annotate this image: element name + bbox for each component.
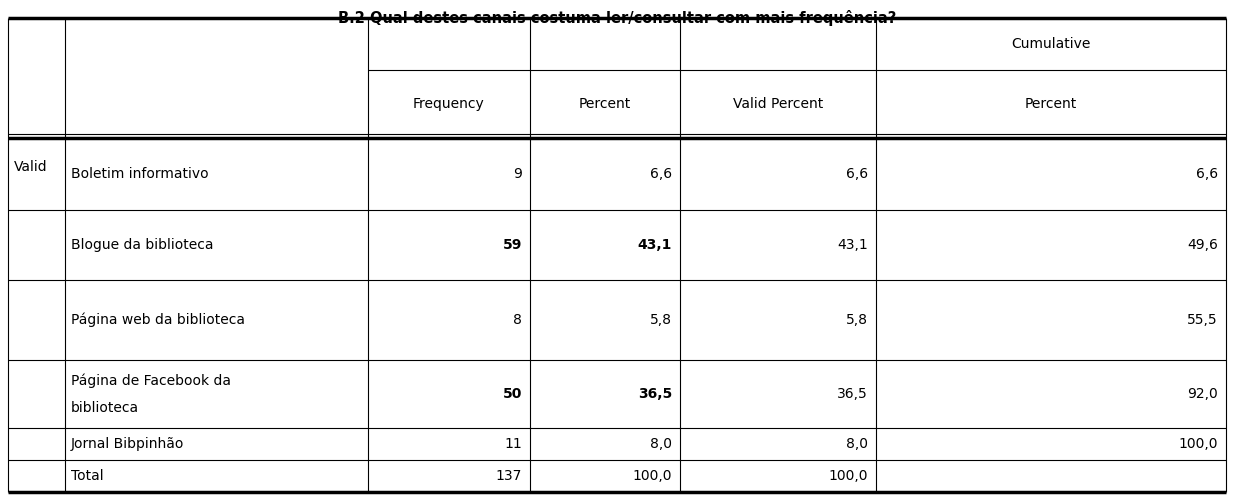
Text: 5,8: 5,8 [847, 313, 868, 327]
Text: Blogue da biblioteca: Blogue da biblioteca [72, 238, 213, 252]
Text: Página de Facebook da: Página de Facebook da [72, 373, 231, 388]
Text: Valid Percent: Valid Percent [733, 97, 823, 111]
Text: 43,1: 43,1 [837, 238, 868, 252]
Text: 92,0: 92,0 [1187, 387, 1218, 401]
Text: Valid: Valid [14, 160, 48, 174]
Text: 8: 8 [513, 313, 522, 327]
Text: Página web da biblioteca: Página web da biblioteca [72, 313, 246, 327]
Text: 6,6: 6,6 [845, 167, 868, 181]
Text: biblioteca: biblioteca [72, 401, 139, 415]
Text: 5,8: 5,8 [650, 313, 673, 327]
Text: B.2 Qual destes canais costuma ler/consultar com mais frequência?: B.2 Qual destes canais costuma ler/consu… [338, 10, 896, 26]
Text: Boletim informativo: Boletim informativo [72, 167, 209, 181]
Text: 100,0: 100,0 [828, 469, 868, 483]
Text: Cumulative: Cumulative [1012, 37, 1091, 51]
Text: 43,1: 43,1 [638, 238, 673, 252]
Text: 49,6: 49,6 [1187, 238, 1218, 252]
Text: 36,5: 36,5 [837, 387, 868, 401]
Text: 59: 59 [502, 238, 522, 252]
Text: 137: 137 [496, 469, 522, 483]
Text: Total: Total [72, 469, 104, 483]
Text: Jornal Bibpinhão: Jornal Bibpinhão [72, 437, 184, 451]
Text: 50: 50 [502, 387, 522, 401]
Text: 100,0: 100,0 [1178, 437, 1218, 451]
Text: 100,0: 100,0 [633, 469, 673, 483]
Text: 6,6: 6,6 [1196, 167, 1218, 181]
Text: Frequency: Frequency [413, 97, 485, 111]
Text: 36,5: 36,5 [638, 387, 673, 401]
Text: 6,6: 6,6 [650, 167, 673, 181]
Text: Percent: Percent [579, 97, 631, 111]
Text: 8,0: 8,0 [847, 437, 868, 451]
Text: 9: 9 [513, 167, 522, 181]
Text: 55,5: 55,5 [1187, 313, 1218, 327]
Text: 11: 11 [505, 437, 522, 451]
Text: 8,0: 8,0 [650, 437, 673, 451]
Text: Percent: Percent [1025, 97, 1077, 111]
